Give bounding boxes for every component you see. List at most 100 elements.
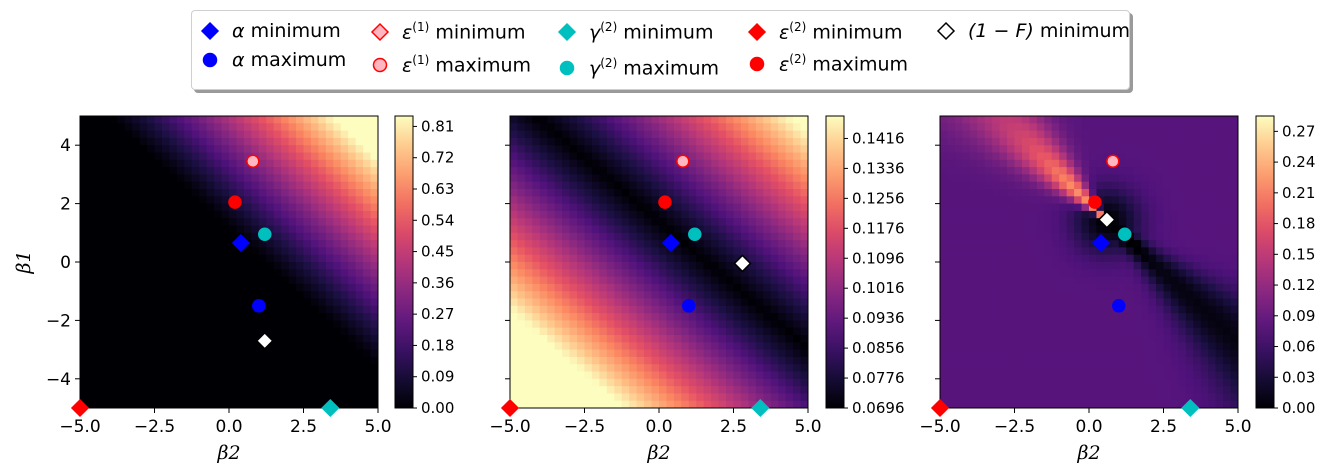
heatmap-cell (554, 305, 563, 314)
heatmap-cell (1059, 349, 1068, 358)
heatmap-cell (214, 196, 223, 205)
heatmap-cell (87, 371, 96, 380)
heatmap-cell (318, 210, 327, 219)
heatmap-cell (87, 232, 96, 241)
heatmap-cell (1081, 247, 1090, 256)
heatmap-cell (977, 189, 986, 197)
heatmap-cell (132, 159, 141, 168)
heatmap-cell (1208, 400, 1217, 408)
heatmap-cell (1036, 371, 1045, 380)
x-tick-label: −2.5 (564, 417, 605, 437)
heatmap-cell (673, 378, 682, 387)
heatmap-cell (273, 356, 282, 365)
heatmap-cell (770, 283, 779, 292)
heatmap-cell (236, 181, 245, 190)
heatmap-cell (962, 247, 971, 256)
heatmap-cell (606, 386, 615, 394)
heatmap-cell (1208, 189, 1217, 197)
heatmap-cell (992, 218, 1001, 227)
heatmap-cell (94, 189, 103, 197)
heatmap-cell (711, 349, 720, 358)
heatmap-cell (1096, 356, 1105, 365)
heatmap-cell (651, 283, 660, 292)
heatmap-cell (124, 247, 133, 256)
heatmap-cell (681, 240, 690, 248)
heatmap-cell (770, 291, 779, 300)
heatmap-cell (947, 130, 956, 139)
heatmap-cell (1066, 400, 1075, 408)
heatmap-cell (644, 364, 653, 373)
heatmap-cell (999, 269, 1008, 278)
heatmap-cell (87, 386, 96, 394)
heatmap-cell (139, 320, 148, 329)
heatmap-cell (666, 371, 675, 380)
heatmap-cell (229, 276, 238, 285)
heatmap-cell (325, 378, 334, 387)
heatmap-cell (584, 327, 593, 336)
heatmap-cell (333, 145, 342, 154)
heatmap-cell (651, 137, 660, 146)
heatmap-cell (348, 320, 357, 329)
heatmap-cell (161, 210, 170, 219)
heatmap-cell (340, 130, 349, 139)
heatmap-cell (154, 378, 163, 387)
heatmap-cell (1133, 196, 1142, 205)
heatmap-cell (1200, 225, 1209, 234)
heatmap-cell (726, 232, 735, 241)
heatmap-cell (1156, 386, 1165, 394)
heatmap-cell (1081, 167, 1090, 175)
heatmap-cell (1096, 349, 1105, 358)
heatmap-cell (1170, 254, 1179, 263)
heatmap-cell (325, 145, 334, 154)
heatmap-cell (169, 356, 178, 365)
heatmap-cell (621, 283, 630, 292)
heatmap-cell (510, 335, 519, 343)
heatmap-cell (310, 130, 319, 139)
heatmap-cell (614, 400, 623, 408)
heatmap-cell (688, 210, 697, 219)
heatmap-cell (1036, 116, 1045, 124)
heatmap-cell (1096, 152, 1105, 161)
heatmap-cell (1223, 247, 1232, 256)
heatmap-cell (251, 203, 260, 212)
heatmap-cell (532, 305, 541, 314)
heatmap-cell (214, 240, 223, 248)
heatmap-cell (1230, 356, 1238, 365)
heatmap-cell (296, 356, 305, 365)
heatmap-cell (977, 393, 986, 402)
heatmap-cell (733, 386, 742, 394)
heatmap-cell (1036, 305, 1045, 314)
heatmap-cell (139, 123, 148, 132)
heatmap-cell (296, 167, 305, 175)
heatmap-cell (318, 283, 327, 292)
heatmap-cell (1036, 225, 1045, 234)
heatmap-cell (296, 393, 305, 402)
heatmap-cell (370, 320, 378, 329)
heatmap-cell (1133, 378, 1142, 387)
heatmap-cell (251, 327, 260, 336)
heatmap-cell (688, 196, 697, 205)
heatmap-cell (199, 174, 208, 183)
heatmap-cell (770, 276, 779, 285)
heatmap-cell (554, 356, 563, 365)
heatmap-cell (659, 181, 668, 190)
heatmap-cell (236, 137, 245, 146)
heatmap-cell (621, 269, 630, 278)
heatmap-cell (176, 152, 185, 161)
heatmap-cell (87, 174, 96, 183)
heatmap-cell (1163, 152, 1172, 161)
heatmap-cell (296, 313, 305, 321)
heatmap-cell (1163, 378, 1172, 387)
heatmap-cell (199, 327, 208, 336)
heatmap-cell (1111, 327, 1120, 336)
heatmap-cell (992, 327, 1001, 336)
heatmap-cell (243, 386, 252, 394)
heatmap-cell (1230, 283, 1238, 292)
heatmap-cell (214, 356, 223, 365)
heatmap-cell (1103, 335, 1112, 343)
heatmap-cell (1044, 283, 1053, 292)
heatmap-cell (1163, 232, 1172, 241)
heatmap-cell (562, 349, 571, 358)
heatmap-cell (524, 400, 533, 408)
heatmap-cell (962, 137, 971, 146)
